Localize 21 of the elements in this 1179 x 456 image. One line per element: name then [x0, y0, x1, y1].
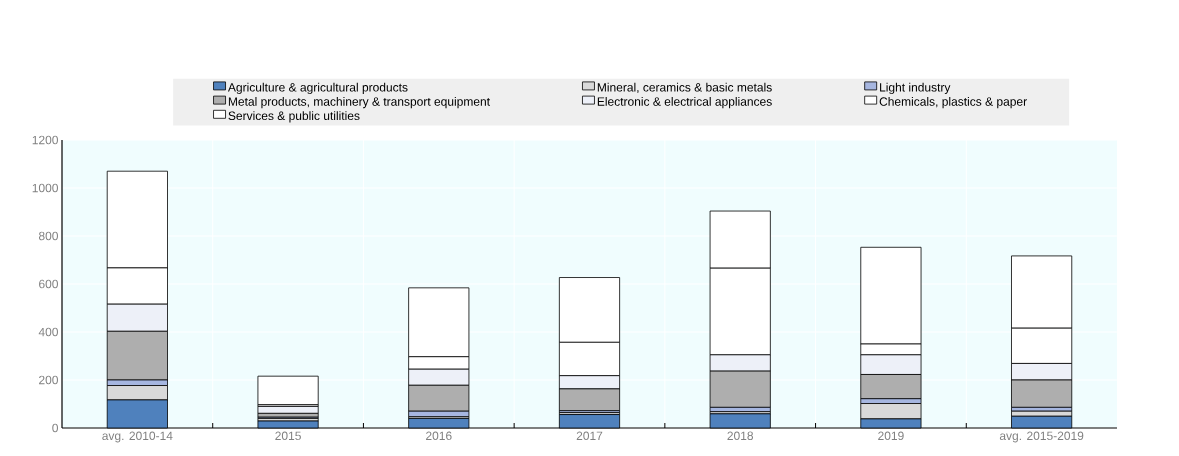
x-tick-label: avg. 2010-14: [102, 431, 173, 443]
x-tick-label: 2019: [878, 431, 904, 441]
legend-label: Services & public utilities: [228, 111, 360, 123]
legend-label: Chemicals, plastics & paper: [879, 97, 1027, 109]
y-tick-label: 1200: [32, 135, 58, 145]
x-tick-label: 2017: [576, 431, 603, 441]
y-tick-label: 1000: [32, 183, 58, 193]
x-tick-label: 2018: [727, 431, 754, 441]
y-tick-label: 400: [38, 327, 58, 337]
legend-label: Mineral, ceramics & basic metals: [597, 82, 772, 94]
x-tick-label: avg. 2015-2019: [999, 431, 1084, 443]
legend-label: Light industry: [880, 82, 951, 94]
legend-label: Electronic & electrical appliances: [597, 97, 772, 109]
x-tick-label: 2016: [426, 431, 452, 441]
legend-label: Metal products, machinery & transport equipment: [228, 97, 490, 109]
y-tick-label: 200: [39, 375, 58, 385]
y-tick-label: 600: [39, 279, 58, 289]
y-tick-label: 800: [38, 231, 58, 241]
x-tick-label: 2015: [275, 431, 301, 441]
legend-label: Agriculture & agricultural products: [227, 82, 408, 94]
y-tick-label: 0: [52, 423, 59, 433]
